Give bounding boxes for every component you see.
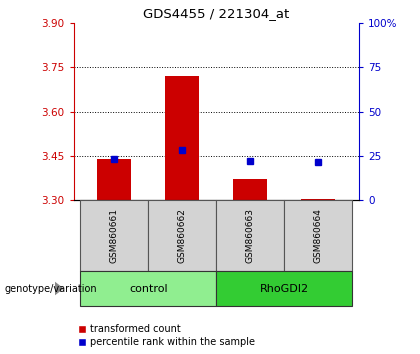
Text: GSM860662: GSM860662 [178,208,187,263]
Title: GDS4455 / 221304_at: GDS4455 / 221304_at [143,7,289,21]
Legend: transformed count, percentile rank within the sample: transformed count, percentile rank withi… [79,325,255,347]
Bar [165,76,200,200]
Bar [216,271,352,306]
Bar [233,179,267,200]
Text: RhoGDI2: RhoGDI2 [260,284,309,293]
Text: GSM860661: GSM860661 [110,208,119,263]
Bar [80,271,216,306]
Bar [148,200,216,271]
Text: GSM860664: GSM860664 [314,208,323,263]
Bar [216,200,284,271]
Bar [284,200,352,271]
Bar [301,199,335,200]
Bar [97,159,131,200]
Text: genotype/variation: genotype/variation [4,284,97,293]
Polygon shape [55,281,64,296]
Text: GSM860663: GSM860663 [246,208,255,263]
Bar [80,200,148,271]
Text: control: control [129,284,168,293]
